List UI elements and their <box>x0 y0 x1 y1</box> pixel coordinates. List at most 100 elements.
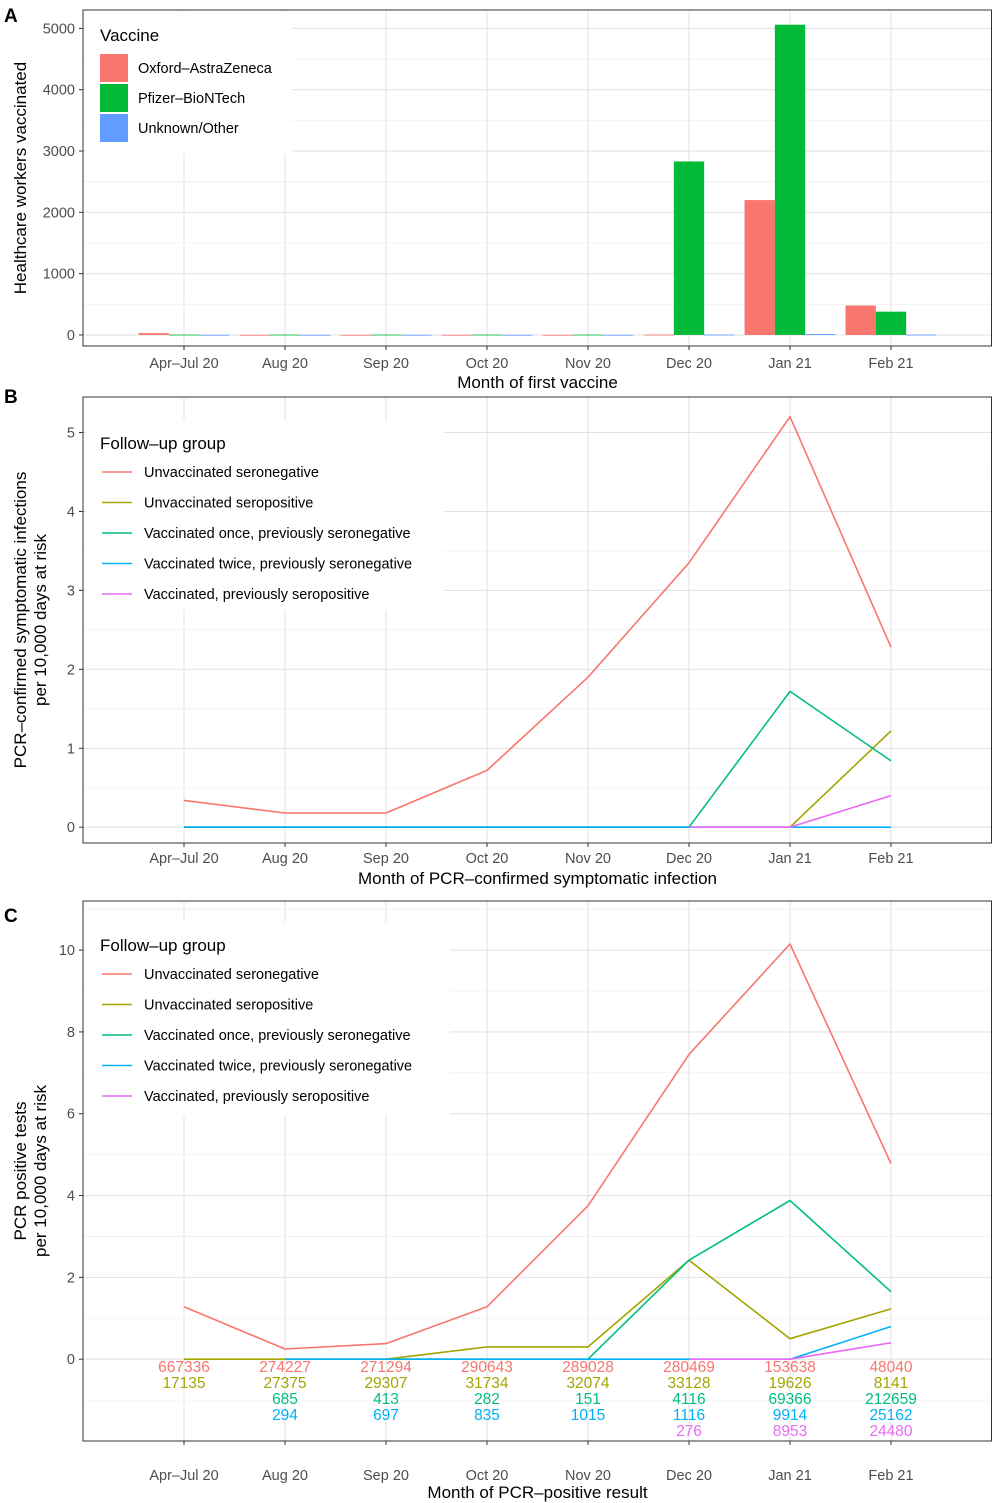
x-tick-label: Dec 20 <box>666 356 712 372</box>
y-tick-label: 4000 <box>43 83 75 99</box>
x-tick-label: Nov 20 <box>565 851 611 867</box>
legend-title: Follow–up group <box>100 434 226 453</box>
bar <box>845 305 876 335</box>
y-tick-label: 3000 <box>43 144 75 160</box>
legend-label: Vaccinated once, previously seronegative <box>144 1028 411 1044</box>
x-tick-label: Jan 21 <box>768 356 812 372</box>
y-tick-label: 4 <box>67 504 75 520</box>
x-axis-title: Month of PCR–positive result <box>427 1483 647 1502</box>
bar <box>744 200 775 335</box>
x-axis-title: Month of first vaccine <box>457 373 618 392</box>
line-series-vacc_twice: 294 697 835 1015 1116 9914 25162 <box>272 1325 913 1424</box>
series-line <box>183 415 892 814</box>
line-series-unvacc_seroneg <box>183 415 892 814</box>
legend-label: Oxford–AstraZeneca <box>138 61 273 77</box>
legend-label: Unvaccinated seropositive <box>144 998 313 1014</box>
y-axis-title: PCR–confirmed symptomatic infections <box>11 472 30 769</box>
bar <box>300 334 331 336</box>
legend-label: Vaccinated once, previously seronegative <box>144 526 411 542</box>
legend-label: Pfizer–BioNTech <box>138 91 245 107</box>
y-tick-label: 8 <box>67 1025 75 1041</box>
legend-title: Follow–up group <box>100 936 226 955</box>
legend-label: Unknown/Other <box>138 121 239 137</box>
bar <box>572 334 604 336</box>
y-tick-label: 0 <box>67 328 75 344</box>
x-tick-label: Dec 20 <box>666 851 712 867</box>
legend-label: Vaccinated, previously seropositive <box>144 1089 369 1105</box>
x-tick-label: Oct 20 <box>466 1468 509 1484</box>
bar <box>239 334 270 336</box>
x-tick-label: Sep 20 <box>363 1468 409 1484</box>
bar <box>269 334 301 336</box>
x-tick-label: Apr–Jul 20 <box>149 356 218 372</box>
count-label: 9914 <box>773 1407 808 1424</box>
y-tick-label: 1000 <box>43 267 75 283</box>
legend-label: Vaccinated twice, previously seronegativ… <box>144 1059 412 1075</box>
count-label: 289028 <box>562 1359 614 1376</box>
panel-c: 0 2 4 6 8 10 Apr–Jul 20 Aug 20 Sep 20 Oct 20 Nov 2… <box>4 900 992 1502</box>
count-label: 48040 <box>869 1359 912 1376</box>
y-tick-label: 10 <box>59 943 75 959</box>
bar <box>168 334 200 336</box>
line-series-vacc_seropos: 276 8953 24480 <box>676 1342 913 1440</box>
x-tick-label: Jan 21 <box>768 1468 812 1484</box>
bar <box>441 334 472 336</box>
bar-series-oxford <box>138 200 876 336</box>
count-label: 1015 <box>571 1407 605 1424</box>
legend-label: Unvaccinated seropositive <box>144 496 313 512</box>
legend-label: Unvaccinated seronegative <box>144 967 319 983</box>
panel-a: 0 1000 2000 3000 4000 5000 Apr–Jul 20 Aug 20 Sep… <box>4 6 992 392</box>
count-label: 151 <box>575 1391 601 1408</box>
y-tick-label: 1 <box>67 741 75 757</box>
legend-label: Unvaccinated seronegative <box>144 465 319 481</box>
count-label: 280469 <box>663 1359 715 1376</box>
panel-letter: A <box>4 6 18 27</box>
x-tick-label: Aug 20 <box>262 851 308 867</box>
bar <box>199 334 230 336</box>
x-tick-label: Nov 20 <box>565 1468 611 1484</box>
count-label: 31734 <box>465 1375 508 1392</box>
y-tick-label: 5000 <box>43 21 75 37</box>
legend-key <box>100 54 128 82</box>
bar <box>370 334 402 336</box>
x-tick-label: Oct 20 <box>466 851 509 867</box>
y-tick-label: 6 <box>67 1107 75 1123</box>
x-tick-label: Oct 20 <box>466 356 509 372</box>
y-axis-title: per 10,000 days at risk <box>31 534 50 706</box>
count-label: 153638 <box>764 1359 816 1376</box>
y-axis-title: PCR positive tests <box>11 1102 30 1241</box>
panel-letter: B <box>4 387 18 408</box>
bar <box>906 334 937 336</box>
line-series-vacc_once: 685 413 282 151 4116 69366 212659 <box>272 1199 917 1408</box>
bar <box>875 311 907 335</box>
x-tick-label: Nov 20 <box>565 356 611 372</box>
y-tick-label: 0 <box>67 820 75 836</box>
y-tick-label: 2 <box>67 1270 75 1286</box>
bar <box>603 334 634 336</box>
count-label: 413 <box>373 1391 399 1408</box>
count-label: 212659 <box>865 1391 917 1408</box>
series-line <box>689 794 892 829</box>
y-tick-label: 0 <box>67 1352 75 1368</box>
legend: Follow–up group Unvaccinated seronegative… <box>86 420 444 610</box>
legend: Vaccine Oxford–AstraZeneca Pfizer–BioNTech… <box>86 12 292 154</box>
bar <box>805 334 836 335</box>
bar <box>542 334 573 336</box>
y-tick-label: 5 <box>67 426 75 442</box>
legend-box <box>86 922 450 1116</box>
bar <box>401 334 432 336</box>
bar <box>471 334 503 336</box>
count-label: 19626 <box>768 1375 811 1392</box>
x-tick-label: Dec 20 <box>666 1468 712 1484</box>
line-series-vacc_seropos <box>689 794 892 829</box>
y-axis-title: per 10,000 days at risk <box>31 1085 50 1257</box>
x-tick-label: Aug 20 <box>262 356 308 372</box>
count-label: 276 <box>676 1423 702 1440</box>
bar <box>643 334 674 336</box>
x-tick-label: Feb 21 <box>868 1468 913 1484</box>
series-line <box>183 943 892 1350</box>
count-label: 8953 <box>773 1423 807 1440</box>
legend-label: Vaccinated twice, previously seronegativ… <box>144 557 412 573</box>
x-tick-label: Aug 20 <box>262 1468 308 1484</box>
bar <box>673 161 705 335</box>
